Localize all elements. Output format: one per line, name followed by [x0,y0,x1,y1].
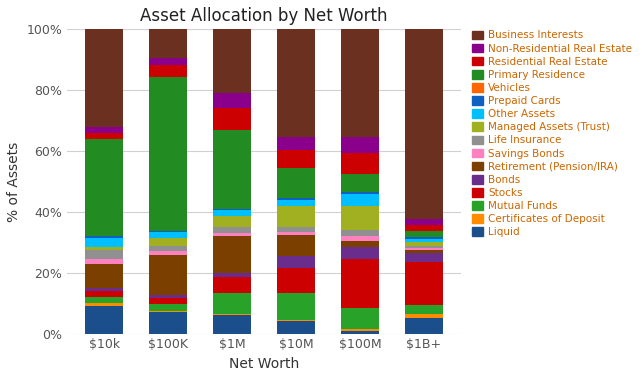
Bar [277,200,315,206]
Bar [341,194,379,206]
Bar [85,139,123,236]
Bar [149,295,187,298]
Bar [277,256,315,268]
Bar [277,235,315,256]
Bar [213,108,252,130]
Title: Asset Allocation by Net Worth: Asset Allocation by Net Worth [141,7,388,25]
Bar [405,237,443,239]
Bar [341,174,379,192]
Bar [405,219,443,225]
Y-axis label: % of Assets: % of Assets [7,141,21,222]
Bar [405,249,443,253]
Bar [149,312,187,334]
Bar [341,29,379,137]
Bar [341,137,379,153]
X-axis label: Net Worth: Net Worth [229,357,299,371]
Bar [277,232,315,235]
Bar [341,153,379,174]
Bar [405,262,443,305]
Bar [277,29,315,137]
Bar [341,230,379,236]
Bar [277,268,315,293]
Bar [149,311,187,312]
Bar [85,250,123,259]
Bar [405,242,443,246]
Bar [277,320,315,321]
Bar [405,225,443,231]
Bar [405,318,443,334]
Bar [85,133,123,139]
Bar [405,253,443,262]
Bar [277,198,315,200]
Bar [341,241,379,247]
Bar [213,273,252,277]
Bar [213,293,252,314]
Bar [341,329,379,331]
Bar [149,65,187,77]
Bar [213,236,252,273]
Bar [149,246,187,251]
Bar [341,192,379,194]
Bar [213,315,252,334]
Bar [277,206,315,227]
Bar [213,277,252,293]
Bar [277,150,315,168]
Bar [277,321,315,334]
Bar [277,168,315,198]
Bar [213,211,252,217]
Bar [213,217,252,227]
Bar [405,305,443,314]
Bar [341,206,379,230]
Bar [149,232,187,239]
Bar [85,297,123,303]
Bar [85,288,123,291]
Bar [85,259,123,263]
Bar [341,308,379,329]
Bar [149,59,187,65]
Bar [85,306,123,334]
Bar [85,236,123,238]
Bar [85,238,123,247]
Bar [405,231,443,237]
Bar [213,130,252,209]
Bar [149,239,187,246]
Bar [405,248,443,249]
Bar [85,247,123,250]
Bar [341,247,379,259]
Bar [85,29,123,127]
Bar [213,314,252,315]
Bar [149,251,187,255]
Legend: Business Interests, Non-Residential Real Estate, Residential Real Estate, Primar: Business Interests, Non-Residential Real… [470,28,634,239]
Bar [85,127,123,133]
Bar [405,239,443,242]
Bar [149,231,187,232]
Bar [341,236,379,241]
Bar [405,246,443,248]
Bar [149,77,187,231]
Bar [149,298,187,304]
Bar [213,233,252,236]
Bar [405,314,443,318]
Bar [85,263,123,288]
Bar [149,304,187,311]
Bar [213,29,252,93]
Bar [277,293,315,320]
Bar [149,255,187,295]
Bar [405,29,443,219]
Bar [149,29,187,59]
Bar [213,227,252,233]
Bar [277,227,315,232]
Bar [85,303,123,306]
Bar [213,93,252,108]
Bar [213,209,252,211]
Bar [341,331,379,334]
Bar [277,137,315,150]
Bar [85,291,123,297]
Bar [341,259,379,308]
